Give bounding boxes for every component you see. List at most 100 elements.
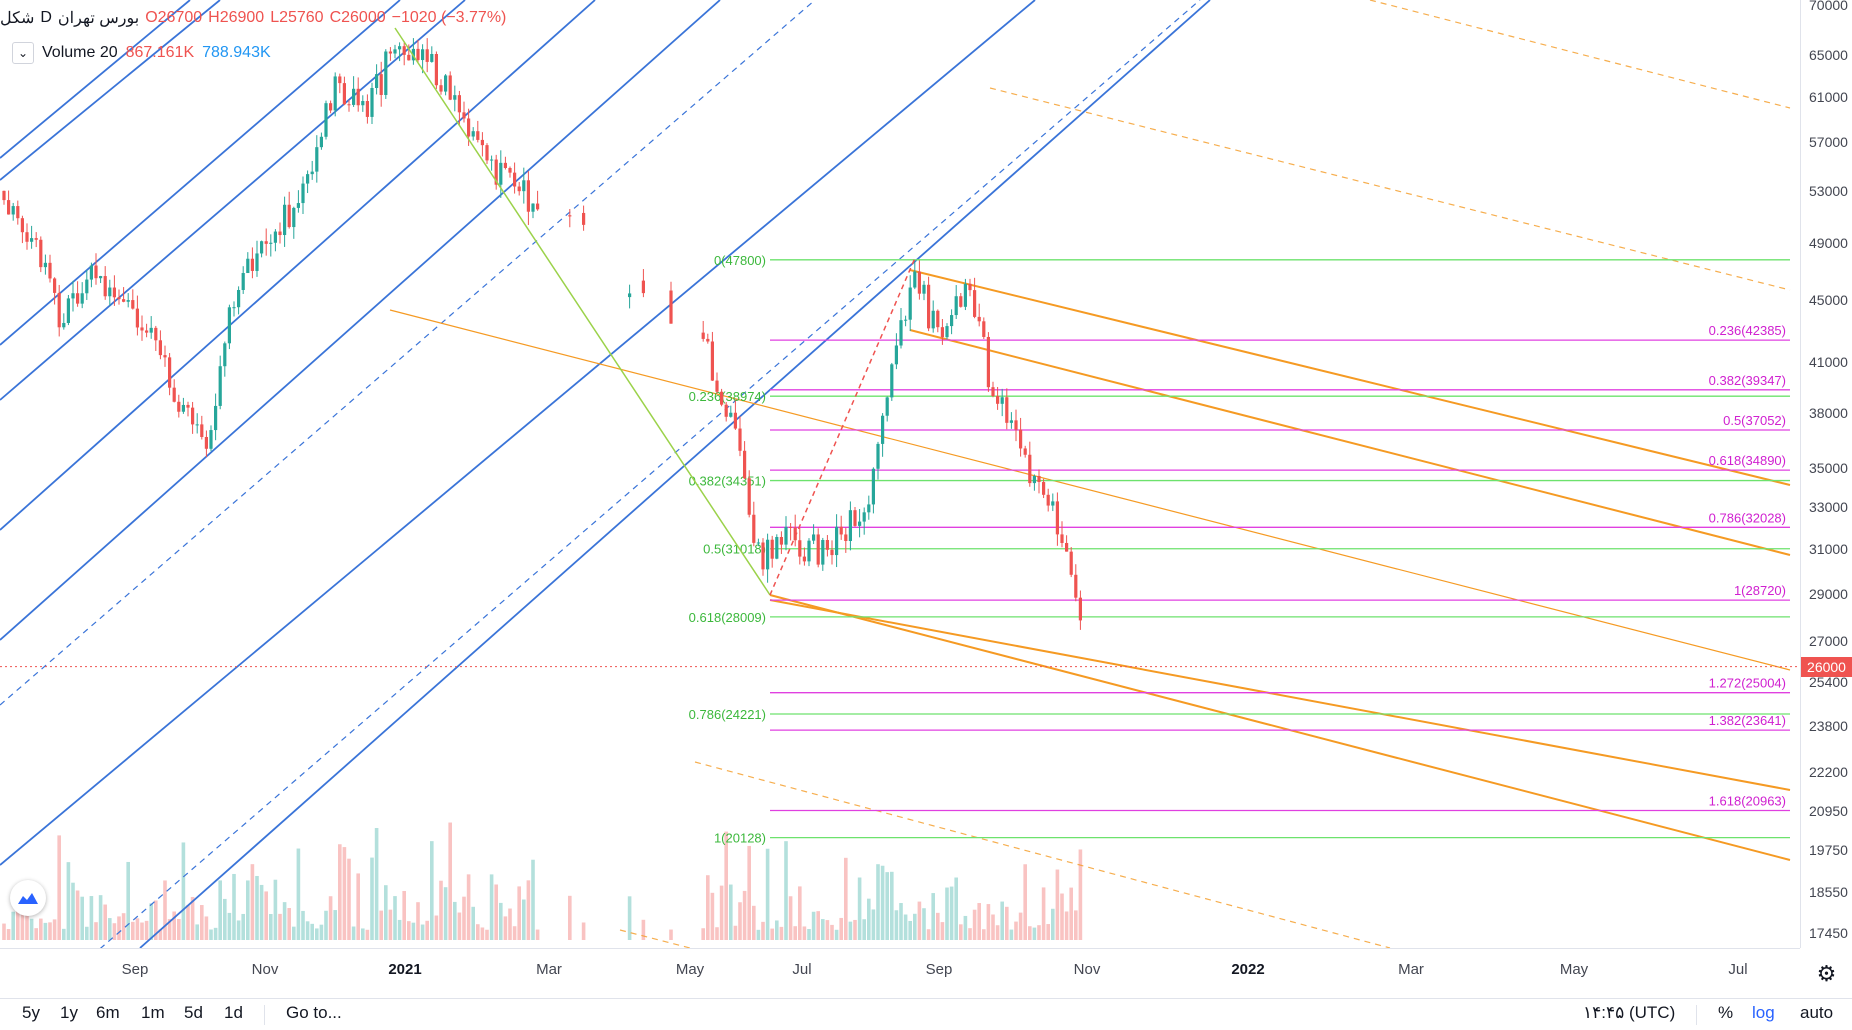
misc-drawings[interactable] bbox=[0, 27, 1800, 668]
fib-green-label: 1(20128) bbox=[714, 831, 766, 846]
volume-bar bbox=[227, 912, 232, 940]
volume-bar bbox=[269, 914, 273, 940]
time-tick-label: May bbox=[675, 961, 705, 978]
candle-body bbox=[945, 326, 949, 338]
candle-body bbox=[476, 131, 480, 140]
volume-bar bbox=[991, 914, 995, 940]
candle-body bbox=[149, 327, 153, 333]
volume-bar bbox=[241, 913, 245, 940]
volume-bar bbox=[29, 918, 34, 940]
range-6m-button[interactable]: 6m bbox=[96, 1003, 120, 1022]
volume-bar bbox=[223, 898, 227, 940]
candle-body bbox=[876, 443, 880, 469]
range-5d-button[interactable]: 5d bbox=[184, 1003, 203, 1022]
last-price-tag: 26000 bbox=[1801, 656, 1852, 677]
candle-body bbox=[798, 540, 802, 557]
candle-body bbox=[706, 338, 710, 342]
candle-body bbox=[186, 404, 190, 408]
candle-body bbox=[85, 279, 89, 294]
candle-body bbox=[908, 287, 912, 320]
candle-body bbox=[296, 203, 300, 208]
volume-bar bbox=[319, 924, 324, 940]
candle-body bbox=[807, 540, 811, 562]
volume-bar bbox=[103, 904, 107, 940]
volume-bar bbox=[89, 896, 94, 940]
volume-bar bbox=[977, 903, 981, 940]
settings-gear-icon[interactable]: ⚙ bbox=[1816, 960, 1837, 986]
auto-scale-button[interactable]: auto bbox=[1800, 1003, 1834, 1022]
candle-body bbox=[11, 206, 15, 215]
candle-body bbox=[356, 88, 360, 106]
volume-bar bbox=[328, 896, 333, 940]
collapse-chevron-icon[interactable]: ⌄ bbox=[12, 42, 34, 64]
volume-bar bbox=[752, 905, 756, 940]
volume-bar bbox=[292, 926, 296, 940]
volume-value-1: 867.161K bbox=[125, 44, 195, 61]
candle-body bbox=[273, 231, 277, 243]
goto-button[interactable]: Go to... bbox=[286, 1003, 342, 1022]
price-tick-label: 35000 bbox=[1809, 460, 1848, 477]
range-1m-button[interactable]: 1m bbox=[141, 1003, 165, 1022]
volume-bar bbox=[140, 922, 144, 940]
candle-body bbox=[839, 526, 843, 535]
log-scale-button[interactable]: log bbox=[1752, 1003, 1775, 1022]
candle-body bbox=[977, 316, 981, 322]
candle-body bbox=[825, 539, 829, 550]
candle-body bbox=[1019, 429, 1023, 449]
fib-levels[interactable]: 0(47800) 0.236(38974) 0.382(34351) 0.5(3101… bbox=[689, 253, 1790, 846]
volume-bar bbox=[867, 898, 871, 940]
percent-scale-button[interactable]: % bbox=[1718, 1003, 1734, 1022]
volume-bar bbox=[250, 864, 255, 940]
volume-bar bbox=[453, 901, 457, 940]
volume-bar bbox=[779, 926, 784, 940]
volume-bar bbox=[581, 922, 586, 940]
volume-bar bbox=[986, 904, 991, 940]
pitchfork-line bbox=[0, 0, 1036, 866]
trend-line-red-dashed bbox=[769, 257, 916, 596]
volume-bar bbox=[499, 902, 503, 940]
candle-body bbox=[333, 76, 337, 111]
volume-bar bbox=[25, 910, 29, 940]
volume-bar bbox=[154, 900, 158, 940]
price-chart[interactable]: 0(47800) 0.236(38974) 0.382(34351) 0.5(3101… bbox=[0, 0, 1800, 948]
volume-bar bbox=[834, 929, 839, 940]
candle-body bbox=[66, 298, 70, 323]
candle-body bbox=[439, 85, 443, 92]
range-5y-button[interactable]: 5y bbox=[22, 1003, 40, 1022]
range-1d-button[interactable]: 1d bbox=[224, 1003, 243, 1022]
volume-bar bbox=[531, 859, 535, 940]
price-axis[interactable]: 70000 65000 61000 57000 53000 49000 45000 41000… bbox=[1800, 0, 1852, 948]
candle-body bbox=[292, 207, 296, 228]
timezone-button[interactable]: ۱۴:۴۵ (UTC) bbox=[1583, 1003, 1676, 1022]
pitchfork-line bbox=[99, 0, 1201, 948]
candle-body bbox=[421, 49, 425, 61]
candle-body bbox=[844, 534, 848, 542]
fib-magenta-label: 1.272(25004) bbox=[1709, 676, 1786, 691]
blue-pitchfork[interactable] bbox=[0, 0, 1211, 948]
volume-bar bbox=[1051, 908, 1055, 940]
chart-area[interactable]: 0(47800) 0.236(38974) 0.382(34351) 0.5(3101… bbox=[0, 0, 1800, 948]
time-tick-label: Jul bbox=[792, 961, 812, 978]
candle-body bbox=[375, 74, 379, 88]
candle-body bbox=[802, 556, 806, 562]
range-1y-button[interactable]: 1y bbox=[60, 1003, 78, 1022]
volume-bar bbox=[158, 929, 163, 940]
time-axis[interactable]: Sep Nov 2021 Mar May Jul Sep Nov 2022 Mar May Jul bbox=[0, 948, 1800, 999]
tradingview-logo-icon[interactable] bbox=[10, 880, 46, 916]
candle-body bbox=[715, 380, 719, 392]
volume-bar bbox=[425, 920, 429, 940]
candle-body bbox=[890, 364, 894, 398]
candle-body bbox=[490, 159, 494, 161]
candle-body bbox=[287, 204, 291, 228]
candle-body bbox=[867, 504, 871, 513]
candle-body bbox=[255, 253, 259, 271]
trend-line-green bbox=[394, 27, 771, 596]
candle-body bbox=[485, 145, 489, 161]
orange-channel[interactable] bbox=[389, 0, 1791, 948]
candle-body bbox=[117, 297, 121, 300]
volume-bar bbox=[899, 903, 903, 940]
volume-bar bbox=[209, 929, 213, 940]
volume-bar bbox=[108, 918, 112, 940]
candle-body bbox=[108, 287, 112, 297]
price-tick-label: 53000 bbox=[1809, 182, 1848, 199]
